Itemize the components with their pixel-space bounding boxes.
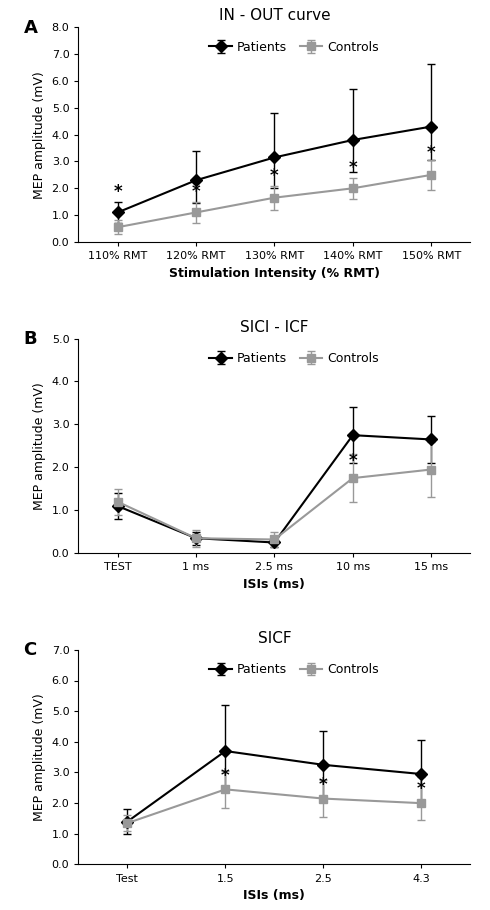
- Title: SICI - ICF: SICI - ICF: [240, 319, 309, 335]
- Text: *: *: [417, 781, 426, 798]
- X-axis label: Stimulation Intensity (% RMT): Stimulation Intensity (% RMT): [169, 267, 380, 279]
- Y-axis label: MEP amplitude (mV): MEP amplitude (mV): [33, 693, 46, 821]
- Text: A: A: [24, 19, 37, 36]
- Text: C: C: [24, 642, 37, 659]
- Text: *: *: [319, 775, 328, 794]
- Legend: Patients, Controls: Patients, Controls: [204, 658, 384, 682]
- Text: *: *: [192, 183, 200, 201]
- Text: *: *: [348, 159, 357, 177]
- Text: B: B: [24, 330, 37, 348]
- Text: *: *: [221, 766, 230, 784]
- Text: *: *: [113, 183, 122, 201]
- Y-axis label: MEP amplitude (mV): MEP amplitude (mV): [33, 382, 46, 510]
- Text: *: *: [348, 452, 357, 470]
- Text: *: *: [270, 167, 279, 186]
- X-axis label: ISIs (ms): ISIs (ms): [244, 889, 305, 902]
- Legend: Patients, Controls: Patients, Controls: [204, 347, 384, 370]
- Legend: Patients, Controls: Patients, Controls: [204, 35, 384, 59]
- Y-axis label: MEP amplitude (mV): MEP amplitude (mV): [33, 71, 46, 198]
- Text: *: *: [427, 145, 436, 162]
- Title: IN - OUT curve: IN - OUT curve: [219, 8, 330, 24]
- X-axis label: ISIs (ms): ISIs (ms): [244, 578, 305, 591]
- Title: SICF: SICF: [258, 631, 291, 646]
